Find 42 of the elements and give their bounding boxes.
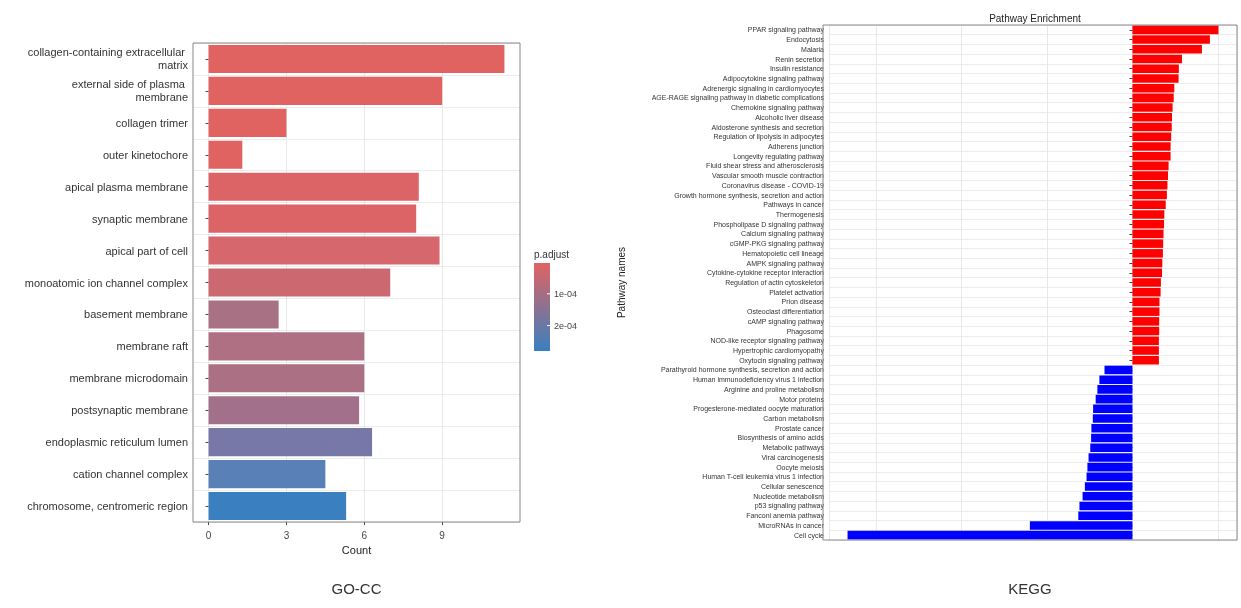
x-tick-label: 3 xyxy=(283,529,290,541)
bar xyxy=(208,460,326,489)
y-tick-label: membrane microdomain xyxy=(69,372,188,385)
text: GO-CC xyxy=(331,579,382,597)
y-tick-label: external side of plasma membrane xyxy=(71,78,188,104)
bar xyxy=(208,268,391,297)
y-tick-label: postsynaptic membrane xyxy=(71,404,188,417)
y-tick-label: apical part of cell xyxy=(105,244,188,257)
legend-title: p.adjust xyxy=(534,248,570,260)
color-bar-label: 2e-04 xyxy=(554,320,578,331)
bar xyxy=(208,332,365,361)
bar xyxy=(208,76,443,105)
y-tick-label: cation channel complex xyxy=(73,468,189,481)
y-tick-label: monoatomic ion channel complex xyxy=(24,276,189,289)
x-tick-label: 0 xyxy=(205,529,212,541)
bar xyxy=(208,300,279,329)
y-tick-label: membrane raft xyxy=(116,340,188,353)
x-tick-label: 9 xyxy=(439,529,446,541)
y-tick-label: outer kinetochore xyxy=(103,148,188,161)
x-tick-label: 6 xyxy=(361,529,368,541)
chart-title: Pathway Enrichment xyxy=(989,12,1082,24)
y-tick-label: apical plasma membrane xyxy=(65,180,188,193)
bar xyxy=(208,491,347,521)
bar xyxy=(208,236,440,265)
bar xyxy=(208,428,373,457)
color-bar-label: 1e-04 xyxy=(554,288,578,299)
bar xyxy=(208,140,243,169)
bar xyxy=(208,44,505,74)
y-tick-label: endoplasmic reticulum lumen xyxy=(45,436,188,449)
y-tick-label: basement membrane xyxy=(84,308,188,321)
bar xyxy=(208,172,419,201)
bar xyxy=(208,108,287,137)
y-tick-label: chromosome, centromeric region xyxy=(27,500,188,513)
x-axis-title: Count xyxy=(341,544,372,557)
text: KEGG xyxy=(1008,579,1052,597)
y-tick-label: collagen trimer xyxy=(115,116,189,129)
y-axis-title: Pathway names xyxy=(615,246,627,319)
y-tick-label: collagen-containing extracellular matrix xyxy=(27,46,189,72)
bar xyxy=(208,204,417,233)
y-tick-label: synaptic membrane xyxy=(92,212,188,225)
bar xyxy=(208,364,365,393)
bar xyxy=(208,396,360,425)
